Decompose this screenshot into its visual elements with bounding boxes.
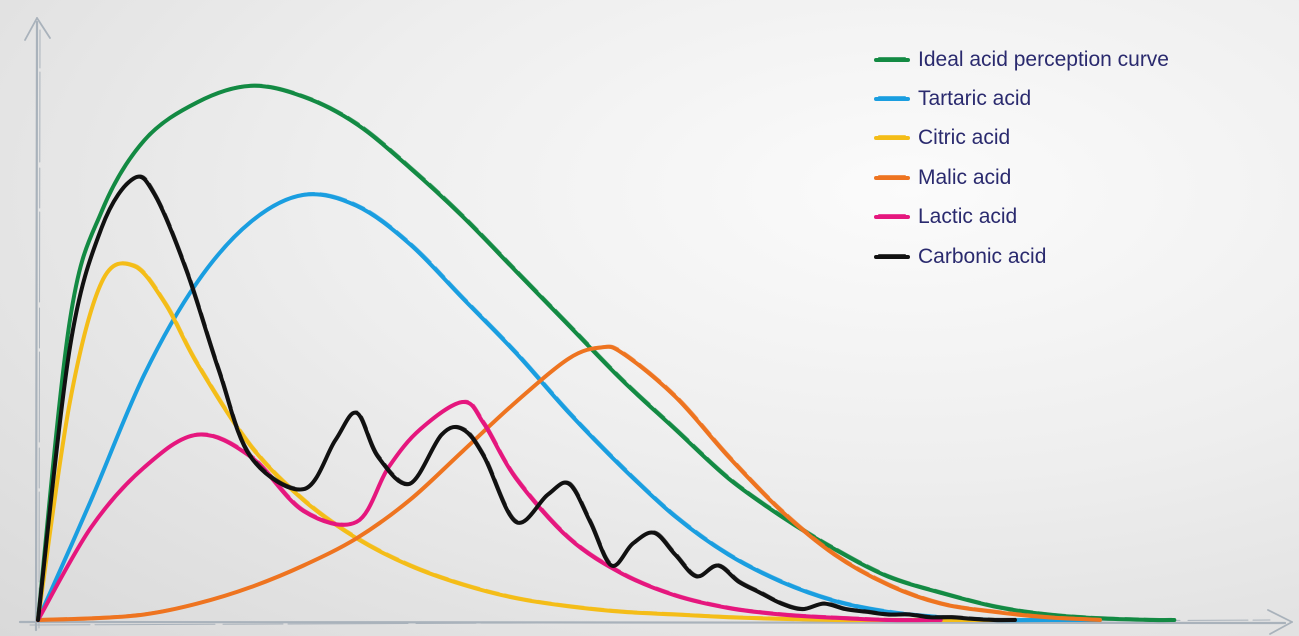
- series-layer: [36, 83, 1177, 623]
- series-ideal-acid-perception-curve: [36, 83, 1177, 623]
- legend-label: Tartaric acid: [918, 87, 1032, 111]
- x-axis-arrow-bottom: [1269, 621, 1293, 635]
- series-line-carbonic-acid: [36, 174, 1017, 623]
- legend-item-citric-acid: Citric acid: [872, 119, 1169, 158]
- y-axis-arrow-right: [36, 17, 51, 39]
- legend-swatch-citric: [872, 134, 912, 142]
- legend-item-tartaric-acid: Tartaric acid: [872, 79, 1169, 118]
- legend-swatch-lactic: [872, 213, 912, 221]
- series-line-citric-acid: [36, 261, 996, 623]
- legend-item-malic-acid: Malic acid: [872, 158, 1169, 197]
- legend-label: Lactic acid: [918, 205, 1018, 229]
- series-lactic-acid: [36, 399, 943, 623]
- legend: Ideal acid perception curve Tartaric aci…: [872, 40, 1169, 276]
- legend-label: Ideal acid perception curve: [918, 47, 1169, 71]
- legend-swatch-ideal: [872, 56, 912, 64]
- legend-label: Malic acid: [918, 165, 1012, 189]
- legend-label: Citric acid: [918, 126, 1011, 150]
- legend-item-lactic-acid: Lactic acid: [872, 198, 1169, 237]
- series-sketch-malic-acid: [39, 344, 1102, 620]
- legend-swatch-tartaric: [872, 95, 912, 103]
- legend-swatch-carbonic: [872, 253, 912, 261]
- y-axis-line-sketch: [38, 29, 41, 629]
- x-axis-arrow-top: [1267, 609, 1293, 623]
- series-sketch-ideal-acid-perception-curve: [38, 83, 1176, 620]
- series-sketch-carbonic-acid: [38, 174, 1017, 620]
- series-sketch-tartaric-acid: [38, 192, 1102, 620]
- y-axis-line: [34, 20, 39, 632]
- legend-swatch-malic: [872, 174, 912, 182]
- series-carbonic-acid: [36, 174, 1017, 623]
- y-axis-arrow-left: [24, 17, 38, 41]
- legend-item-carbonic-acid: Carbonic acid: [872, 237, 1169, 276]
- legend-label: Carbonic acid: [918, 244, 1047, 268]
- legend-item-ideal-acid-perception-curve: Ideal acid perception curve: [872, 40, 1169, 79]
- series-sketch-lactic-acid: [38, 399, 942, 620]
- series-malic-acid: [36, 344, 1102, 622]
- series-line-malic-acid: [36, 344, 1102, 622]
- series-line-lactic-acid: [36, 399, 943, 623]
